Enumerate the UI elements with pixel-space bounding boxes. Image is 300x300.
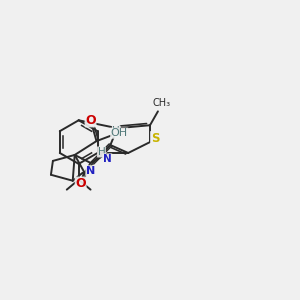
Text: O: O [75,177,86,190]
Text: OH: OH [111,128,128,138]
Text: CH₃: CH₃ [153,98,171,108]
Text: H: H [98,147,105,157]
Text: O: O [85,114,96,127]
Text: H: H [112,126,120,136]
Text: ·: · [121,130,124,140]
Text: N: N [86,166,95,176]
Text: S: S [151,132,159,145]
Text: N: N [103,154,112,164]
